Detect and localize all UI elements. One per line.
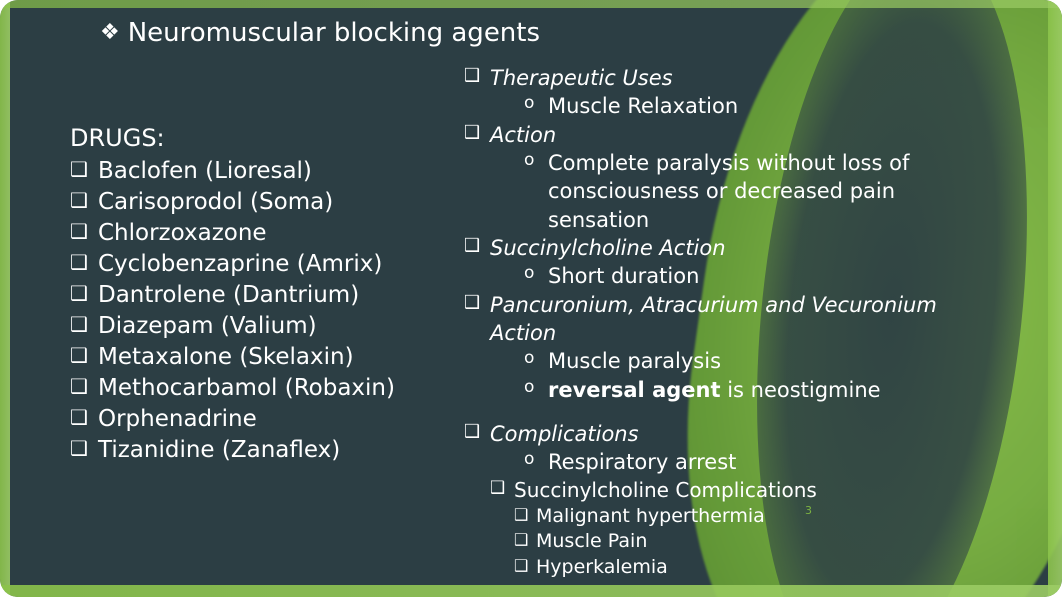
right-column: Therapeutic Uses Muscle Relaxation Actio… xyxy=(464,64,984,581)
section-label: Succinylcholine Action xyxy=(490,236,726,260)
list-item: Methocarbamol (Robaxin) xyxy=(70,373,430,404)
section-complications: Complications Respiratory arrest Succiny… xyxy=(464,420,984,581)
section-succ-action: Succinylcholine Action Short duration xyxy=(464,234,984,291)
section-label: Succinylcholine Complications xyxy=(514,478,817,502)
list-item: Metaxalone (Skelaxin) xyxy=(70,342,430,373)
section-succ-complications: Succinylcholine Complications Malignant … xyxy=(490,477,984,581)
list-item: Tizanidine (Zanaflex) xyxy=(70,435,430,466)
list-item: Respiratory arrest xyxy=(524,448,984,476)
section-label: Complications xyxy=(490,422,639,446)
succ-complications: Succinylcholine Complications Malignant … xyxy=(490,477,984,581)
drugs-heading: DRUGS: xyxy=(70,124,430,152)
sublist: Respiratory arrest xyxy=(524,448,984,476)
section-pav-action: Pancuronium, Atracurium and Vecuronium A… xyxy=(464,291,984,404)
list-item: Short duration xyxy=(524,262,984,290)
list-item: Complete paralysis without loss of consc… xyxy=(524,149,984,234)
list-item: Muscle paralysis xyxy=(524,347,984,375)
list-item: Dantrolene (Dantrium) xyxy=(70,280,430,311)
left-column: DRUGS: Baclofen (Lioresal) Carisoprodol … xyxy=(70,124,430,581)
section-label: Therapeutic Uses xyxy=(490,66,673,90)
sublist: Muscle Relaxation xyxy=(524,92,984,120)
sublist: Complete paralysis without loss of consc… xyxy=(524,149,984,234)
list-item: Muscle Pain xyxy=(514,529,984,555)
list-item: Baclofen (Lioresal) xyxy=(70,156,430,187)
page-number: 3 xyxy=(805,504,812,517)
section-label: Action xyxy=(490,123,556,147)
reversal-agent-rest: is neostigmine xyxy=(721,378,881,402)
list-item: Muscle Relaxation xyxy=(524,92,984,120)
section-therapeutic-uses: Therapeutic Uses Muscle Relaxation xyxy=(464,64,984,121)
section-action: Action Complete paralysis without loss o… xyxy=(464,121,984,234)
succ-complications-items: Malignant hyperthermia Muscle Pain Hyper… xyxy=(514,504,984,581)
list-item: reversal agent is neostigmine xyxy=(524,376,984,404)
complications-list: Complications Respiratory arrest Succiny… xyxy=(464,420,984,581)
slide-title: Neuromuscular blocking agents xyxy=(128,18,540,48)
columns: DRUGS: Baclofen (Lioresal) Carisoprodol … xyxy=(30,64,1032,581)
content-area: ❖ Neuromuscular blocking agents DRUGS: B… xyxy=(0,0,1062,597)
list-item: Cyclobenzaprine (Amrix) xyxy=(70,249,430,280)
diamond-bullet-icon: ❖ xyxy=(100,22,120,44)
title-row: ❖ Neuromuscular blocking agents xyxy=(100,18,1032,48)
sublist: Muscle paralysis reversal agent is neost… xyxy=(524,347,984,404)
slide: ❖ Neuromuscular blocking agents DRUGS: B… xyxy=(0,0,1062,597)
list-item: Carisoprodol (Soma) xyxy=(70,187,430,218)
list-item: Chlorzoxazone xyxy=(70,218,430,249)
list-item: Diazepam (Valium) xyxy=(70,311,430,342)
sublist: Short duration xyxy=(524,262,984,290)
list-item: Malignant hyperthermia xyxy=(514,504,984,530)
section-label: Pancuronium, Atracurium and Vecuronium A… xyxy=(490,293,937,345)
list-item: Orphenadrine xyxy=(70,404,430,435)
reversal-agent-bold: reversal agent xyxy=(548,378,721,402)
drugs-list: Baclofen (Lioresal) Carisoprodol (Soma) … xyxy=(70,156,430,466)
spacer xyxy=(464,404,984,420)
right-list: Therapeutic Uses Muscle Relaxation Actio… xyxy=(464,64,984,404)
list-item: Hyperkalemia xyxy=(514,555,984,581)
